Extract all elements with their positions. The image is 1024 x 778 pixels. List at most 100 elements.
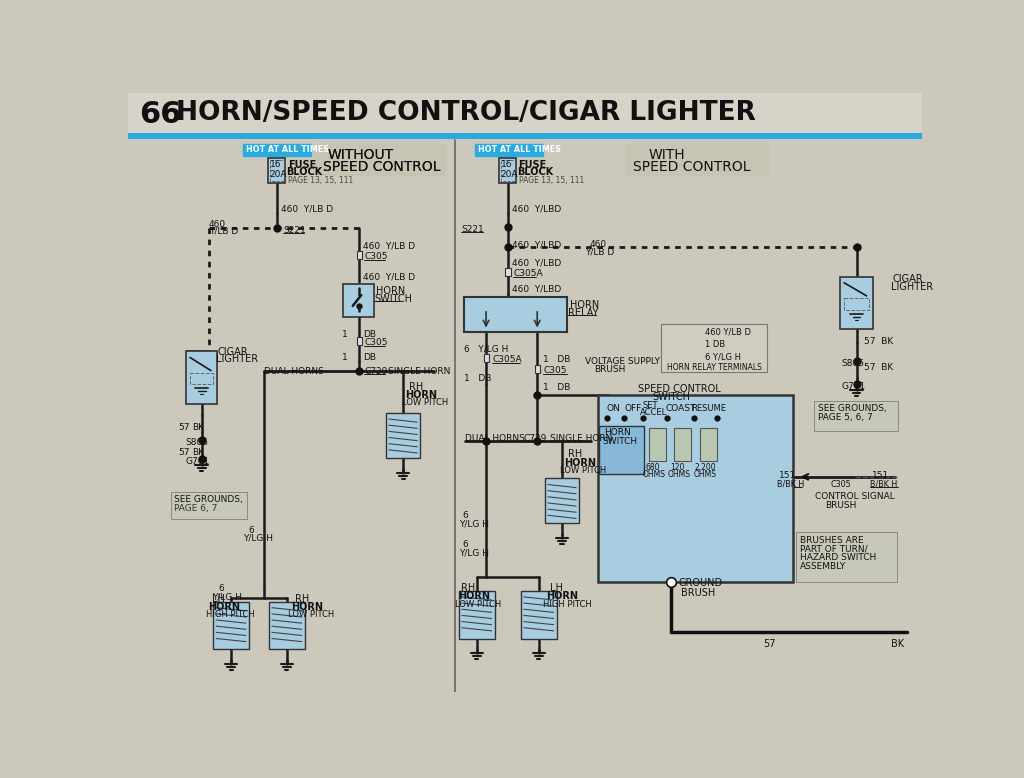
Text: S221: S221 bbox=[461, 225, 484, 234]
Text: LOW PITCH: LOW PITCH bbox=[401, 398, 447, 407]
Text: Y/LG H: Y/LG H bbox=[212, 592, 242, 601]
Text: SPEED CONTROL: SPEED CONTROL bbox=[324, 159, 440, 173]
Text: SEE GROUNDS,: SEE GROUNDS, bbox=[174, 496, 244, 504]
Text: SINGLE HORN: SINGLE HORN bbox=[388, 367, 450, 377]
Text: LOW PITCH: LOW PITCH bbox=[560, 466, 606, 475]
Bar bbox=[506, 268, 511, 276]
Bar bbox=[269, 601, 305, 650]
Bar bbox=[796, 532, 897, 582]
Text: HORN RELAY TERMINALS: HORN RELAY TERMINALS bbox=[667, 363, 762, 372]
Text: 6 Y/LG H: 6 Y/LG H bbox=[706, 352, 741, 361]
Text: ACCEL: ACCEL bbox=[640, 408, 668, 417]
Bar bbox=[814, 401, 898, 430]
Text: HORN: HORN bbox=[376, 286, 406, 296]
Bar bbox=[171, 492, 247, 519]
Text: PAGE 13, 15, 111: PAGE 13, 15, 111 bbox=[518, 176, 584, 184]
Bar bbox=[626, 143, 769, 176]
Text: ASSEMBLY: ASSEMBLY bbox=[800, 562, 846, 570]
Text: 57  BK: 57 BK bbox=[864, 337, 894, 345]
Text: 57  BK: 57 BK bbox=[864, 363, 894, 372]
Text: DB: DB bbox=[362, 353, 376, 362]
Text: LIGHTER: LIGHTER bbox=[216, 355, 258, 364]
Bar bbox=[190, 373, 213, 384]
Bar bbox=[459, 591, 495, 639]
Text: BLOCK: BLOCK bbox=[517, 167, 553, 177]
Text: PAGE 6, 7: PAGE 6, 7 bbox=[174, 504, 218, 513]
Text: BRUSH: BRUSH bbox=[825, 502, 857, 510]
Text: 57: 57 bbox=[178, 447, 189, 457]
Text: BRUSH: BRUSH bbox=[595, 365, 626, 374]
Text: 57: 57 bbox=[764, 639, 776, 649]
Text: RELAY: RELAY bbox=[568, 308, 599, 318]
Text: BK: BK bbox=[193, 447, 205, 457]
Bar bbox=[545, 478, 579, 523]
Text: 460  Y/LB D: 460 Y/LB D bbox=[362, 241, 415, 251]
Text: Y/LG H: Y/LG H bbox=[459, 519, 488, 528]
Text: OFF: OFF bbox=[625, 405, 642, 413]
Text: C305: C305 bbox=[830, 480, 851, 489]
Text: BRUSH: BRUSH bbox=[681, 587, 716, 598]
Text: DB: DB bbox=[362, 330, 376, 338]
Text: Y/LG H: Y/LG H bbox=[459, 548, 488, 557]
Bar bbox=[598, 395, 793, 581]
Bar bbox=[500, 158, 516, 183]
Text: 460  Y/LBD: 460 Y/LBD bbox=[512, 240, 561, 250]
Text: C305: C305 bbox=[365, 338, 388, 347]
Text: C305A: C305A bbox=[493, 356, 522, 364]
Bar bbox=[243, 144, 311, 156]
Text: OHMS: OHMS bbox=[668, 470, 690, 479]
Text: HIGH PITCH: HIGH PITCH bbox=[206, 610, 254, 619]
Text: HORN: HORN bbox=[209, 601, 241, 612]
Text: HORN: HORN bbox=[547, 591, 579, 601]
Text: RH: RH bbox=[568, 449, 583, 459]
Text: DUAL HORNS: DUAL HORNS bbox=[465, 433, 525, 443]
Bar bbox=[844, 298, 869, 310]
Bar bbox=[841, 277, 872, 329]
Text: 6: 6 bbox=[218, 584, 223, 593]
Text: BK: BK bbox=[891, 639, 904, 649]
Text: HORN: HORN bbox=[291, 601, 323, 612]
Text: SET: SET bbox=[643, 401, 658, 410]
Text: RESUME: RESUME bbox=[691, 405, 726, 413]
Text: HORN: HORN bbox=[604, 429, 631, 437]
Text: G701: G701 bbox=[185, 457, 210, 466]
Bar bbox=[314, 143, 445, 176]
Text: SINGLE HORN: SINGLE HORN bbox=[550, 433, 612, 443]
Bar bbox=[535, 365, 541, 373]
Bar bbox=[700, 429, 717, 461]
Bar bbox=[268, 158, 286, 183]
Text: C305A: C305A bbox=[513, 269, 543, 278]
Text: LOW PITCH: LOW PITCH bbox=[289, 610, 335, 619]
Text: 6: 6 bbox=[463, 510, 469, 520]
Text: 6: 6 bbox=[248, 526, 254, 535]
Text: 120: 120 bbox=[671, 463, 685, 472]
Text: OHMS: OHMS bbox=[643, 470, 666, 479]
Text: 6: 6 bbox=[463, 540, 469, 549]
Text: OHMS: OHMS bbox=[693, 470, 717, 479]
Bar bbox=[649, 429, 666, 461]
Text: 460: 460 bbox=[209, 219, 225, 229]
Text: 20A: 20A bbox=[501, 170, 518, 179]
Text: ON: ON bbox=[607, 405, 621, 413]
Text: RH: RH bbox=[410, 382, 424, 392]
Text: CONTROL SIGNAL: CONTROL SIGNAL bbox=[815, 492, 894, 501]
Text: LH: LH bbox=[212, 594, 224, 604]
Bar bbox=[128, 93, 922, 136]
Text: 1   DB: 1 DB bbox=[544, 383, 570, 392]
Text: S221: S221 bbox=[283, 226, 306, 235]
Text: 1   DB: 1 DB bbox=[464, 374, 492, 384]
Text: G701: G701 bbox=[841, 382, 865, 391]
Text: 460  Y/LB D: 460 Y/LB D bbox=[362, 272, 415, 281]
Text: SWITCH: SWITCH bbox=[652, 392, 690, 402]
Text: SWITCH: SWITCH bbox=[375, 294, 413, 304]
Text: PAGE 5, 6, 7: PAGE 5, 6, 7 bbox=[818, 413, 872, 422]
Text: 2,200: 2,200 bbox=[694, 463, 716, 472]
Text: 6   Y/LG H: 6 Y/LG H bbox=[464, 345, 509, 353]
Text: BLOCK: BLOCK bbox=[286, 167, 323, 177]
Text: B/BK H: B/BK H bbox=[870, 480, 898, 489]
Text: HORN: HORN bbox=[406, 390, 437, 400]
Bar bbox=[674, 429, 690, 461]
Text: FUSE: FUSE bbox=[288, 159, 315, 170]
Text: PART OF TURN/: PART OF TURN/ bbox=[800, 545, 867, 554]
Text: BK: BK bbox=[193, 423, 205, 432]
